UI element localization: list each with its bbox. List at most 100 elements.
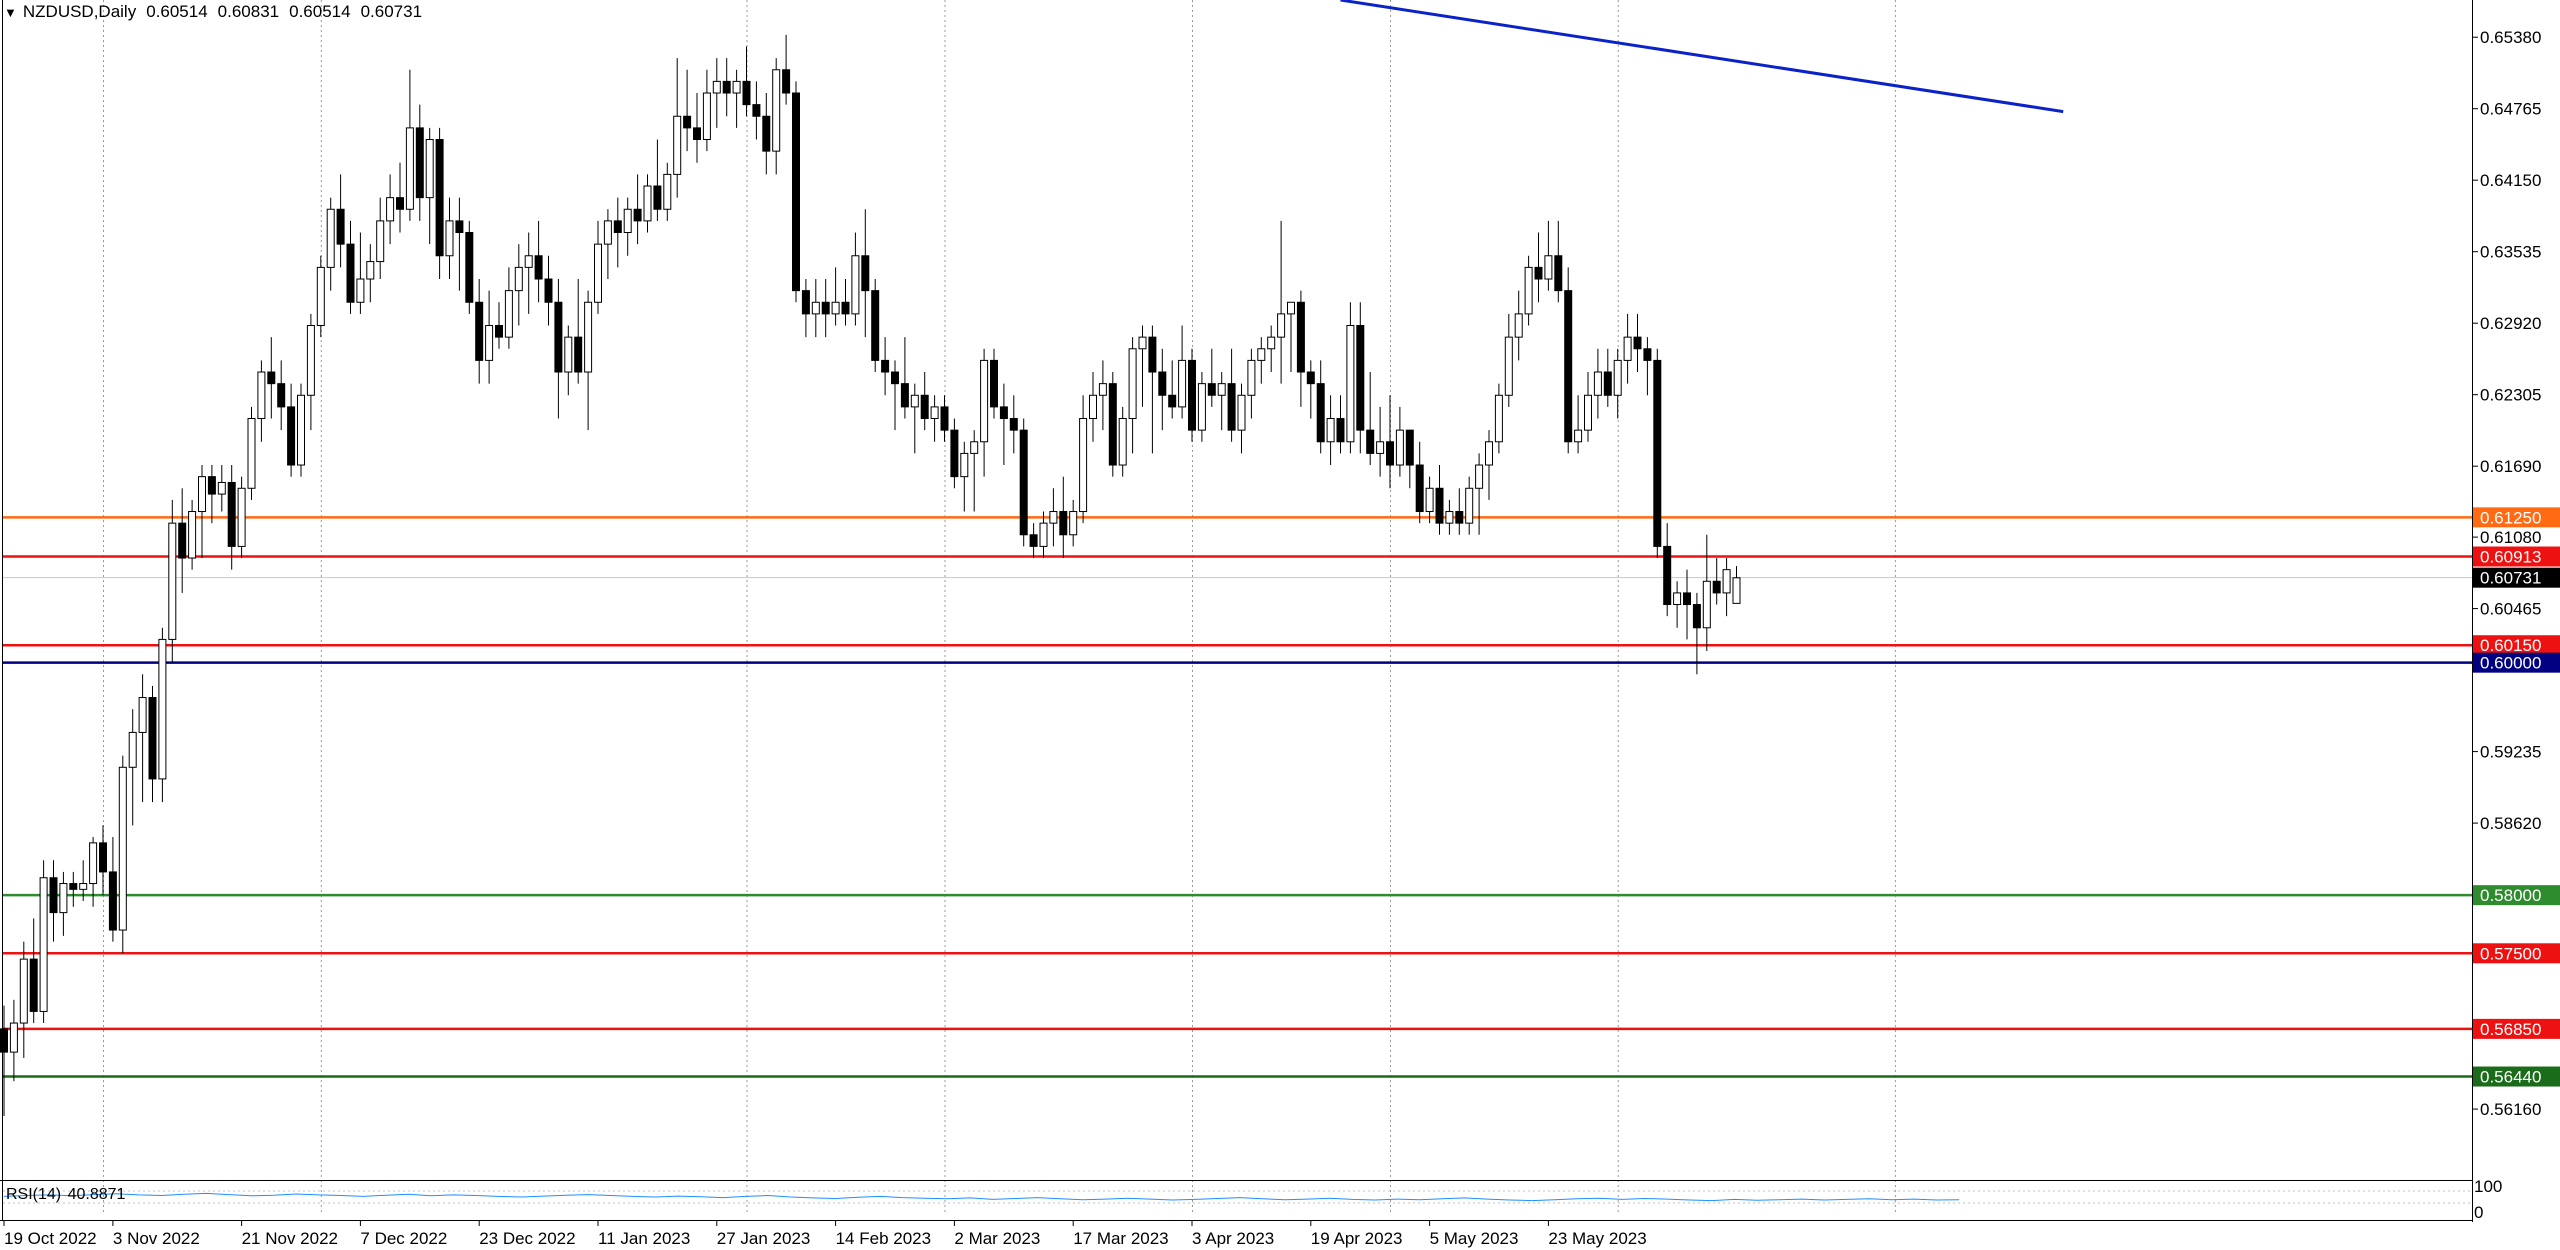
candle[interactable] [1227,348,1236,442]
candle[interactable] [326,197,335,291]
candle[interactable] [1643,337,1652,396]
candle[interactable] [475,279,484,384]
candle[interactable] [1356,302,1365,454]
candle[interactable] [1445,499,1454,535]
candle[interactable] [891,360,899,431]
candle[interactable] [1554,220,1563,303]
candle[interactable] [79,860,88,901]
candle[interactable] [356,232,365,314]
candle[interactable] [584,290,593,431]
candle[interactable] [297,383,305,477]
candle[interactable] [188,499,197,570]
candle[interactable] [257,360,266,442]
candle[interactable] [415,104,424,221]
candle[interactable] [1009,395,1018,454]
candle[interactable] [1237,383,1246,454]
candle[interactable] [1168,360,1177,419]
candle[interactable] [1039,511,1048,559]
candle[interactable] [1663,523,1672,617]
collapse-triangle-icon[interactable]: ▼ [4,5,17,20]
candle[interactable] [277,360,286,431]
candle[interactable] [1405,429,1414,489]
candle[interactable] [643,174,652,233]
candle[interactable] [1494,383,1503,454]
candle[interactable] [128,709,137,826]
candle[interactable] [782,34,791,105]
candle[interactable] [9,999,18,1082]
candle[interactable] [1197,372,1206,442]
candle[interactable] [1029,523,1038,559]
candle[interactable] [336,174,345,268]
candle[interactable] [1395,406,1404,477]
candle[interactable] [396,162,404,233]
candle[interactable] [1465,476,1474,535]
candle[interactable] [1257,337,1266,384]
trend-line[interactable] [1340,0,2064,114]
candle[interactable] [762,93,771,175]
candle[interactable] [485,290,494,384]
candle[interactable] [148,685,157,803]
candle[interactable] [1386,395,1394,489]
candle[interactable] [1138,325,1147,407]
candle[interactable] [910,383,919,454]
candle[interactable] [1415,441,1424,524]
candle[interactable] [1287,301,1295,373]
candle[interactable] [861,209,870,338]
candle[interactable] [683,69,692,152]
candle[interactable] [732,69,741,128]
candle[interactable] [1326,395,1335,466]
candle[interactable] [564,325,573,396]
candle[interactable] [1108,372,1117,477]
candle[interactable] [1098,360,1107,431]
candle[interactable] [1692,592,1701,675]
candle[interactable] [1603,348,1612,407]
candle[interactable] [1188,348,1196,442]
candle[interactable] [693,93,701,163]
candle[interactable] [0,1005,8,1117]
candle[interactable] [455,197,464,291]
candle[interactable] [1514,290,1523,361]
candle[interactable] [59,871,68,936]
candle[interactable] [871,279,880,373]
candle[interactable] [376,197,385,280]
candle[interactable] [702,69,711,152]
candle[interactable] [792,81,800,303]
candle[interactable] [772,58,781,175]
candle[interactable] [1584,372,1592,442]
candle[interactable] [1059,476,1068,559]
candle[interactable] [841,279,850,326]
candle[interactable] [1306,360,1315,419]
candle[interactable] [108,837,117,942]
candle[interactable] [1158,348,1167,431]
candle[interactable] [1613,348,1622,419]
candle[interactable] [207,465,216,524]
candle[interactable] [594,220,602,314]
candle[interactable] [603,209,612,280]
candle[interactable] [69,871,78,907]
candle[interactable] [1504,313,1513,407]
candle[interactable] [445,197,454,280]
candle[interactable] [920,372,929,431]
candle[interactable] [1316,360,1325,454]
candle[interactable] [653,139,662,221]
candle[interactable] [247,406,256,500]
candle[interactable] [1732,566,1741,604]
candle[interactable] [950,418,959,489]
candle[interactable] [613,197,622,268]
candle[interactable] [49,860,58,942]
candle[interactable] [1049,488,1058,547]
candle[interactable] [534,220,543,303]
candle[interactable] [1336,395,1345,454]
candle[interactable] [29,918,38,1024]
candle[interactable] [881,337,890,396]
candle[interactable] [435,127,444,280]
candle[interactable] [1593,348,1602,419]
candle[interactable] [712,58,721,128]
candle[interactable] [386,174,395,245]
candle[interactable] [940,395,949,442]
candle[interactable] [1118,406,1127,477]
candle[interactable] [1079,395,1088,524]
candle[interactable] [425,127,434,245]
